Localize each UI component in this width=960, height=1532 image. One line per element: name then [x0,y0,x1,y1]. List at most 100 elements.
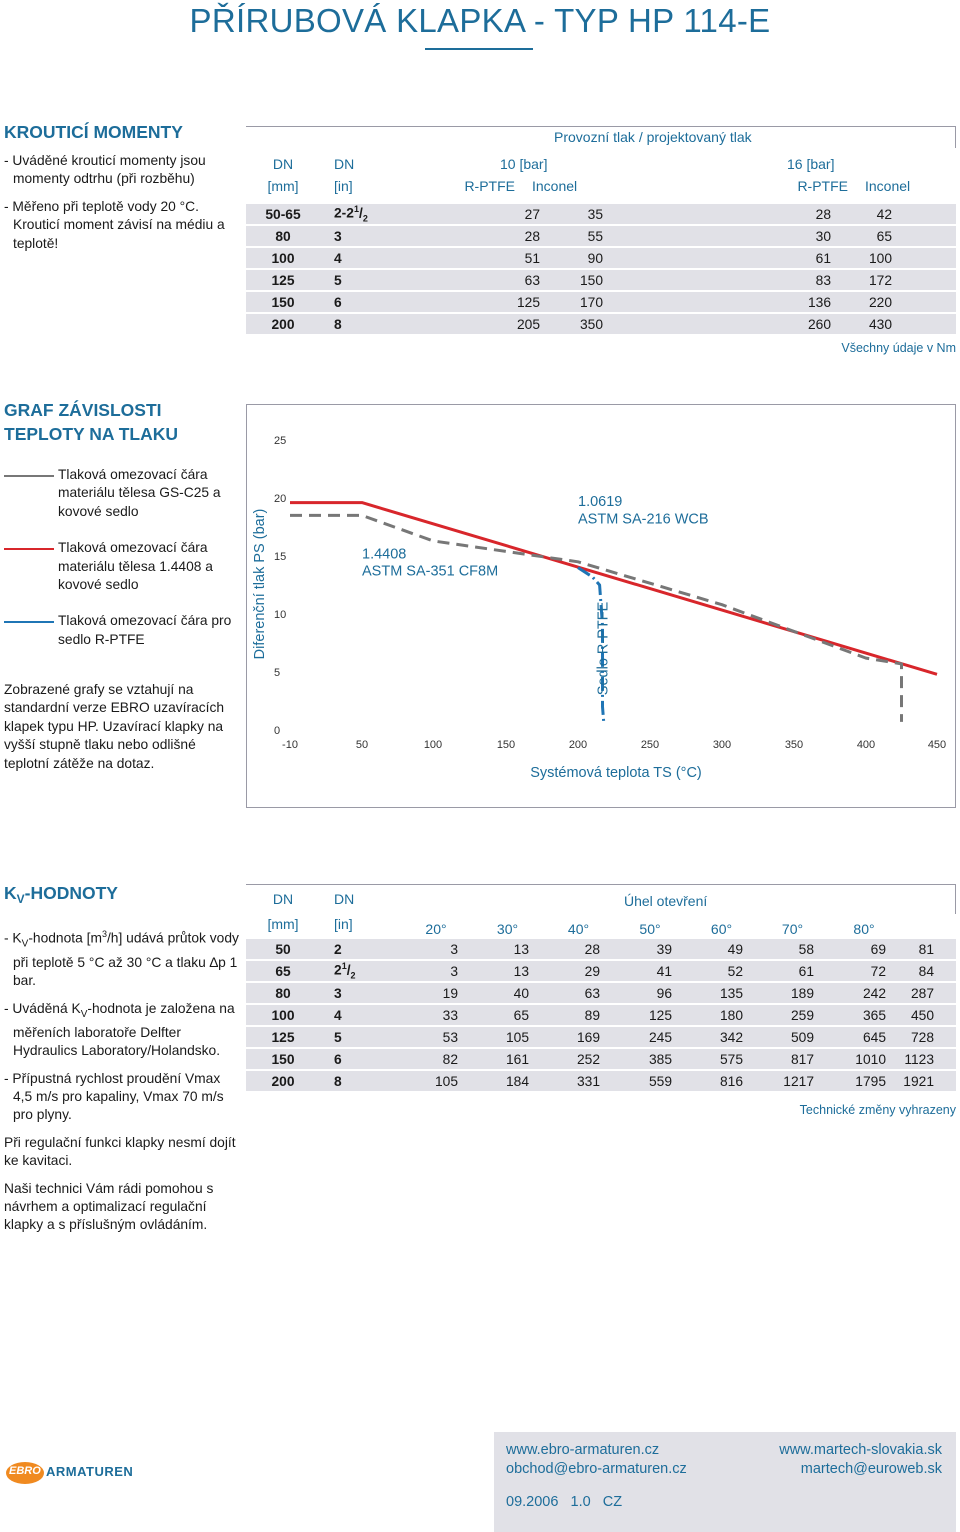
legend-item: Tlaková omezovací čára materiálu tělesa … [4,539,240,594]
inch-fraction-slash: / [358,205,363,221]
graph-heading-1: GRAF ZÁVISLOSTI [4,400,162,420]
kv-value: 1217 [757,1071,828,1091]
y-tick-label: 5 [274,667,280,679]
x-tick-label: 450 [928,739,946,751]
kv-value: 1921 [900,1071,956,1091]
torque-inch: 6 [320,292,400,312]
x-tick-label: 350 [785,739,803,751]
kv-value: 39 [614,939,686,959]
kv-row: 80 3 19 40 63 96 135 189 242 287 [246,983,956,1003]
kv-value: 52 [686,961,757,981]
inch-value: 3 [334,985,342,1001]
kv-dn: 65 [246,961,320,981]
kv-value: 13 [472,939,543,959]
torque-10-inconel: 150 [540,270,603,290]
kv-table: DN DN [mm] [in] 20° 30° 40° 50° 60° 70° 80° 50 2 3 13 2… [246,887,956,1093]
kv-note-1-sup: 3 [101,929,107,939]
kv-heading-sub: V [16,892,25,906]
kv-value: 169 [543,1027,614,1047]
torque-10-inconel: 35 [540,204,603,224]
kv-note-4: Při regulační funkci klapky nesmí dojít … [4,1134,236,1169]
kv-heading: KV-HODNOTY [4,881,118,911]
kv-dn: 125 [246,1027,320,1047]
torque-16-inconel: 100 [831,248,956,268]
x-tick-label: 400 [857,739,875,751]
kv-dn: 100 [246,1005,320,1025]
inch-fraction-den: 2 [350,970,356,981]
kv-row: 150 6 82 161 252 385 575 817 1010 1123 [246,1049,956,1069]
kv-value: 575 [686,1049,757,1069]
torque-dn: 100 [246,248,320,268]
footer-mail-2[interactable]: martech@euroweb.sk [800,1461,942,1477]
kv-value: 49 [686,939,757,959]
torque-description: - Uváděné krouticí momenty jsou momenty … [4,152,236,262]
inch-value: 2-2 [334,205,354,221]
kv-value: 3 [400,961,472,981]
graph-note: Zobrazené grafy se vztahují na standardn… [4,682,225,771]
legend-text: Tlaková omezovací čára pro sedlo R-PTFE [58,613,232,647]
kv-value: 135 [686,983,757,1003]
kv-row: 65 21/2 3 13 29 41 52 61 72 84 [246,961,956,981]
torque-10-inconel: 350 [540,314,603,334]
kv-col-mm: [mm] [267,916,299,932]
kv-value: 19 [400,983,472,1003]
kv-inch: 4 [320,1005,400,1025]
inch-value: 4 [334,1007,342,1023]
kv-changes-note: Technické změny vyhrazeny [799,1103,956,1117]
torque-16-inconel: 430 [831,314,956,334]
annotation-seat: Sedlo R-PTFE [596,601,612,695]
torque-10-rptfe: 63 [400,270,540,290]
inch-fraction-num: 1 [341,961,347,972]
x-tick-label: 100 [424,739,442,751]
footer-mail-1[interactable]: obchod@ebro-armaturen.cz [506,1461,687,1477]
kv-value: 28 [543,939,614,959]
torque-dn: 200 [246,314,320,334]
kv-value: 509 [757,1027,828,1047]
footer-contact-box [494,1432,956,1532]
col-mm: [mm] [267,178,299,194]
kv-note-1-c: /h] udává průtok vody při teplotě 5 °C a… [13,930,239,989]
inch-value: 4 [334,250,342,266]
kv-value: 13 [472,961,543,981]
page-title: PŘÍRUBOVÁ KLAPKA - TYP HP 114-E [189,2,771,39]
annotation-label: 1.0619 [578,494,622,510]
annotation-label: ASTM SA-216 WCB [578,512,709,528]
kv-value: 816 [686,1071,757,1091]
kv-value: 331 [543,1071,614,1091]
x-tick-label: -10 [282,739,298,751]
y-tick-label: 20 [274,493,286,505]
kv-note-1-b: -hodnota [m [28,930,102,946]
kv-value: 105 [400,1071,472,1091]
kv-value: 61 [757,961,828,981]
footer-web-2[interactable]: www.martech-slovakia.sk [779,1442,942,1458]
torque-header-group: Provozní tlak / projektovaný tlak [554,129,752,145]
torque-10-rptfe: 51 [400,248,540,268]
kv-inch: 2 [320,939,400,959]
kv-inch: 5 [320,1027,400,1047]
legend-item: Tlaková omezovací čára pro sedlo R-PTFE [4,612,240,649]
kv-value: 105 [472,1027,543,1047]
torque-16-inconel: 172 [831,270,956,290]
kv-value: 559 [614,1071,686,1091]
kv-value: 65 [472,1005,543,1025]
inch-value: 3 [334,228,342,244]
kv-value: 189 [757,983,828,1003]
torque-16-rptfe: 30 [603,226,831,246]
torque-unit-note: Všechny údaje v Nm [841,341,956,355]
ebro-logo: EBRO ARMATUREN [6,1458,134,1490]
torque-dn: 80 [246,226,320,246]
kv-row: 200 8 105 184 331 559 816 1217 1795 1921 [246,1071,956,1091]
kv-note-5: Naši technici Vám rádi pomohou s návrhem… [4,1180,214,1233]
kv-description: - KV-hodnota [m3/h] udává průtok vody př… [4,925,240,1244]
footer-web-1[interactable]: www.ebro-armaturen.cz [506,1442,660,1458]
kv-heading-rest: -HODNOTY [24,883,118,903]
y-tick-label: 10 [274,609,286,621]
kv-value: 242 [828,983,900,1003]
annotation-label: 1.4408 [362,546,406,562]
kv-value: 58 [757,939,828,959]
torque-inch: 2-21/2 [320,204,400,224]
kv-value: 1123 [900,1049,956,1069]
kv-header-spacer [400,889,956,909]
kv-value: 1795 [828,1071,900,1091]
kv-value: 69 [828,939,900,959]
